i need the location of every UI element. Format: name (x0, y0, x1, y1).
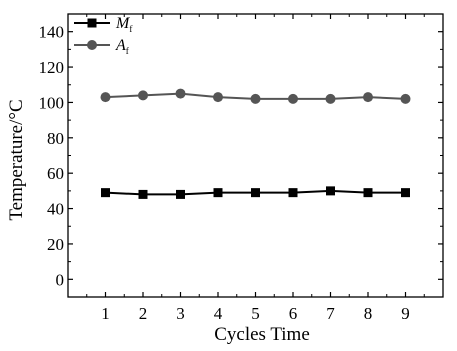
legend-label: Af (115, 37, 129, 56)
x-tick-label: 1 (101, 304, 110, 323)
y-tick-label: 100 (39, 93, 65, 112)
y-tick-label: 0 (56, 270, 65, 289)
legend-marker (87, 18, 97, 28)
x-axis-title: Cycles Time (214, 324, 310, 345)
legend-marker (87, 40, 97, 50)
x-tick-label: 3 (176, 304, 185, 323)
y-tick-label: 40 (47, 200, 64, 219)
legend-label: Mf (115, 15, 132, 34)
y-tick-label: 20 (47, 235, 64, 254)
x-tick-label: 7 (326, 304, 335, 323)
data-point (138, 189, 148, 199)
x-tick-label: 2 (139, 304, 148, 323)
y-tick-label: 80 (47, 129, 64, 148)
data-point (251, 188, 260, 198)
data-point (288, 188, 298, 198)
data-point (250, 93, 261, 104)
data-point (326, 186, 335, 196)
data-point (101, 188, 110, 198)
series-1 (100, 88, 411, 104)
y-tick-label: 120 (39, 58, 65, 77)
x-tick-label: 6 (289, 304, 298, 323)
x-tick-label: 9 (401, 304, 410, 323)
legend-subscript: f (129, 24, 132, 34)
data-point (213, 92, 223, 103)
data-point (138, 90, 148, 101)
x-tick-label: 5 (251, 304, 260, 323)
data-point (401, 188, 410, 198)
y-axis-title: Temperature/°C (6, 99, 27, 220)
legend-subscript: f (126, 46, 129, 56)
x-tick-label: 8 (364, 304, 373, 323)
data-point (288, 93, 298, 104)
data-point (176, 189, 185, 199)
y-tick-label: 60 (47, 164, 64, 183)
data-point (325, 93, 336, 104)
y-tick-label: 140 (39, 23, 65, 42)
series-0 (101, 186, 410, 199)
data-point (363, 92, 373, 103)
data-point (100, 92, 111, 103)
x-tick-label: 4 (214, 304, 223, 323)
data-point (175, 88, 186, 99)
data-point (400, 93, 411, 104)
plot-frame (67, 13, 444, 298)
data-point (213, 188, 223, 198)
data-point (363, 188, 373, 198)
